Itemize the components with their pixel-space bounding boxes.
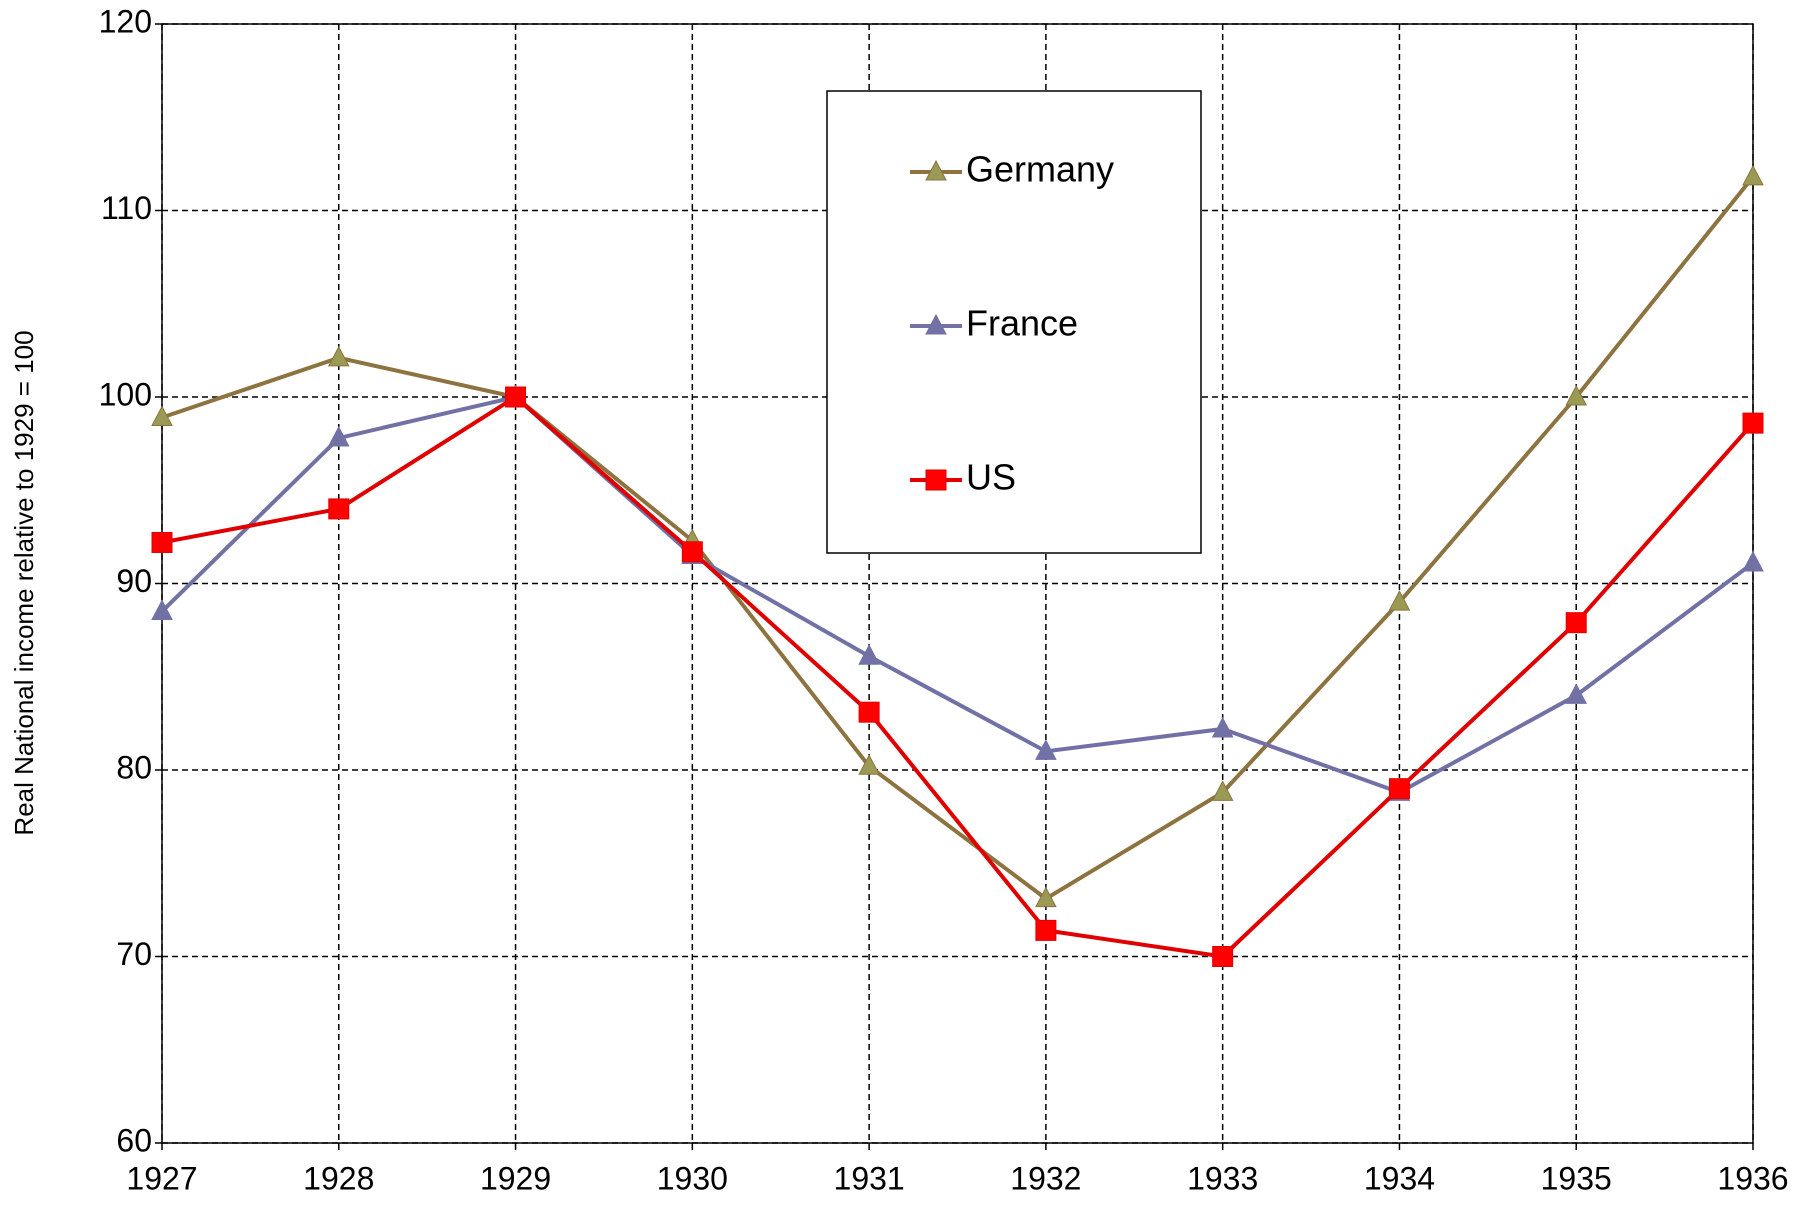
legend-label: France bbox=[966, 303, 1078, 344]
x-tick-label: 1928 bbox=[303, 1160, 374, 1196]
y-axis-label: Real National income relative to 1929 = … bbox=[9, 330, 39, 835]
x-tick-label: 1929 bbox=[480, 1160, 551, 1196]
x-tick-label: 1931 bbox=[834, 1160, 905, 1196]
series-line bbox=[160, 394, 1755, 795]
marker bbox=[858, 754, 880, 775]
marker bbox=[1388, 778, 1410, 800]
marker bbox=[1565, 384, 1588, 406]
plot-frame bbox=[161, 23, 1754, 1144]
y-tick-label: 100 bbox=[99, 376, 152, 412]
y-tick-label: 80 bbox=[116, 749, 152, 785]
marker bbox=[1742, 550, 1764, 572]
marker bbox=[1565, 683, 1588, 704]
y-tick-label: 70 bbox=[116, 936, 152, 972]
marker bbox=[1388, 590, 1411, 611]
series-line bbox=[161, 394, 1755, 959]
x-tick-label: 1934 bbox=[1364, 1160, 1435, 1196]
marker bbox=[151, 531, 173, 553]
y-tick-label: 110 bbox=[101, 190, 152, 226]
marker bbox=[1035, 919, 1057, 941]
series-line bbox=[161, 175, 1755, 902]
marker bbox=[925, 159, 947, 181]
marker bbox=[151, 405, 173, 427]
marker bbox=[1212, 946, 1234, 967]
marker bbox=[1211, 780, 1234, 801]
x-tick-label: 1930 bbox=[657, 1160, 728, 1196]
y-tick-label: 60 bbox=[116, 1122, 152, 1158]
y-tick-label: 120 bbox=[99, 3, 152, 39]
x-tick-label: 1927 bbox=[126, 1160, 197, 1196]
x-tick-label: 1936 bbox=[1717, 1160, 1788, 1196]
marker bbox=[858, 644, 880, 665]
marker bbox=[327, 345, 350, 367]
marker bbox=[1742, 164, 1764, 186]
marker bbox=[505, 386, 527, 408]
marker bbox=[1742, 412, 1764, 434]
marker bbox=[328, 498, 350, 520]
legend-label: Germany bbox=[966, 149, 1114, 190]
x-tick-label: 1933 bbox=[1187, 1160, 1258, 1196]
marker bbox=[681, 541, 703, 563]
marker bbox=[151, 599, 173, 620]
marker bbox=[858, 701, 880, 723]
marker bbox=[925, 469, 947, 491]
marker bbox=[1035, 739, 1057, 760]
x-tick-label: 1935 bbox=[1541, 1160, 1612, 1196]
marker bbox=[925, 313, 947, 335]
legend-label: US bbox=[966, 457, 1016, 498]
y-tick-label: 90 bbox=[116, 563, 152, 599]
x-tick-label: 1932 bbox=[1010, 1160, 1081, 1196]
marker bbox=[1211, 716, 1234, 738]
marker bbox=[1565, 612, 1587, 634]
marker bbox=[1035, 886, 1057, 908]
legend bbox=[826, 90, 1202, 554]
marker bbox=[327, 425, 350, 447]
